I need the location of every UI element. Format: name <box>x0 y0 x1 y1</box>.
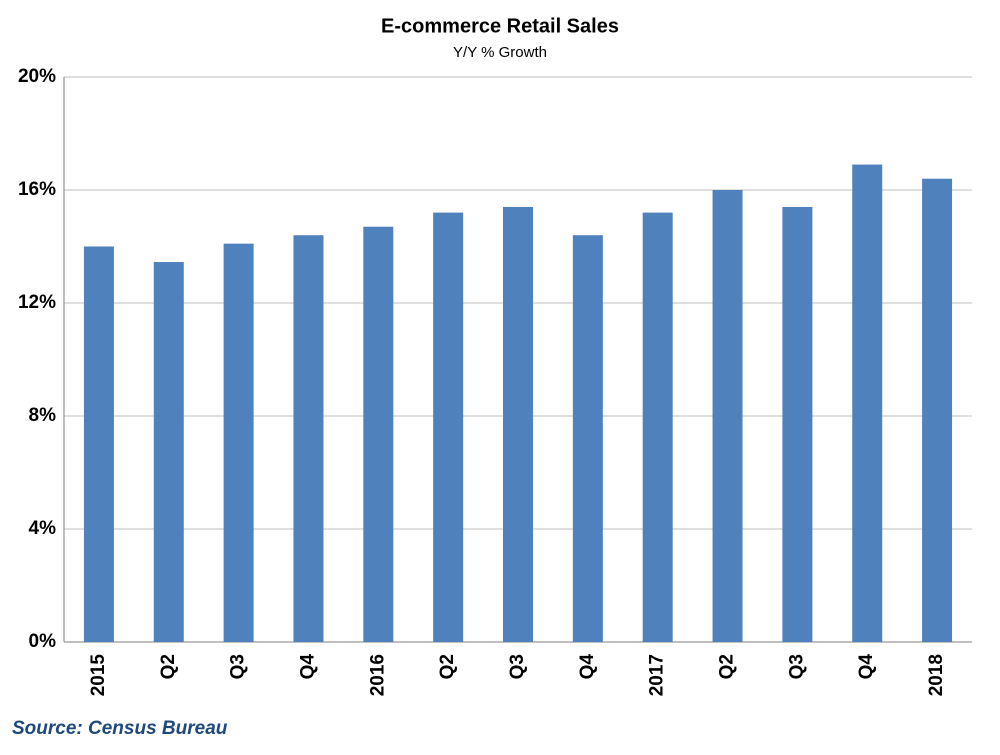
x-tick-label: Q2 <box>717 654 738 679</box>
bar <box>433 212 464 642</box>
source-note: Source: Census Bureau <box>12 718 228 739</box>
bar <box>572 235 603 642</box>
x-tick-label: 2015 <box>88 654 109 697</box>
chart-subtitle: Y/Y % Growth <box>453 44 547 61</box>
x-tick-label: Q3 <box>786 654 807 679</box>
chart-title: E-commerce Retail Sales <box>381 15 619 37</box>
x-tick-label: 2016 <box>367 654 388 696</box>
x-tick-label: Q3 <box>507 654 528 679</box>
x-tick-label: 2017 <box>647 654 668 696</box>
bar <box>922 178 953 642</box>
y-tick-label: 16% <box>18 179 56 200</box>
bar <box>782 206 813 642</box>
y-tick-label: 8% <box>29 405 57 426</box>
bar <box>83 246 114 642</box>
y-tick-label: 4% <box>29 518 57 539</box>
x-tick-label: Q4 <box>297 654 318 680</box>
bar <box>852 164 883 642</box>
bar <box>223 243 254 643</box>
bar <box>363 226 394 642</box>
bar <box>712 190 743 642</box>
x-tick-label: Q2 <box>158 654 179 679</box>
x-tick-label: Q4 <box>577 654 598 680</box>
bar <box>293 235 324 642</box>
bar <box>153 262 184 642</box>
x-tick-label: Q2 <box>437 654 458 679</box>
y-tick-label: 0% <box>29 631 57 652</box>
bar <box>642 212 673 642</box>
y-tick-label: 12% <box>18 292 56 313</box>
x-tick-label: 2018 <box>926 654 947 696</box>
bar <box>503 206 533 642</box>
y-tick-label: 20% <box>18 66 56 87</box>
x-tick-label: Q3 <box>228 654 249 679</box>
x-tick-label: Q4 <box>856 654 877 680</box>
